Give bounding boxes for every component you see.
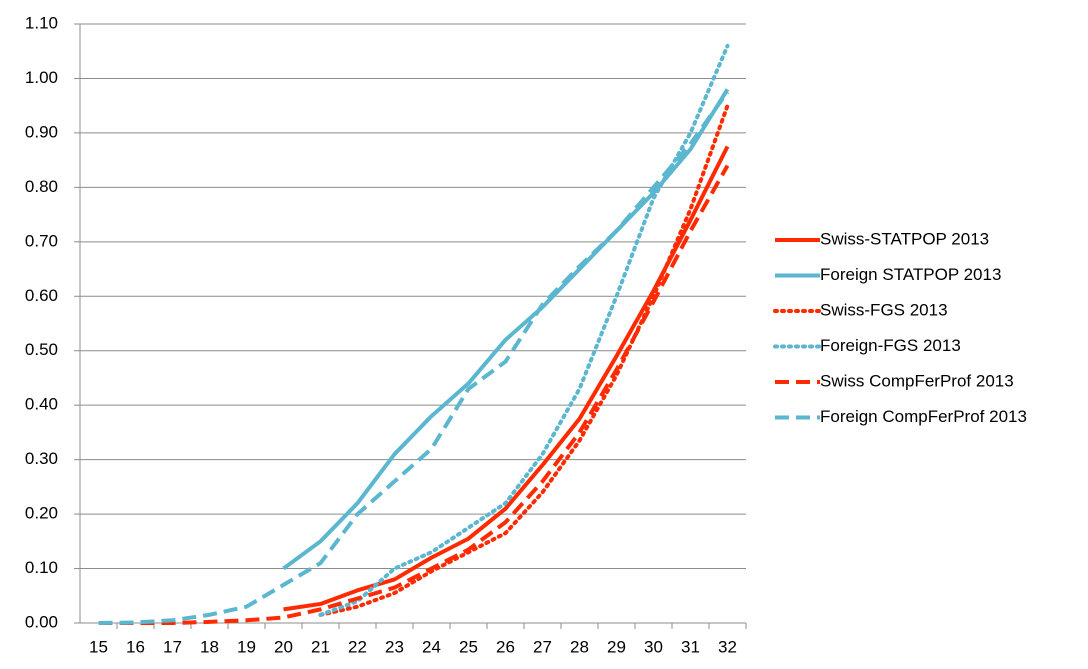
series-line bbox=[318, 103, 730, 617]
x-tick-label: 26 bbox=[496, 637, 515, 656]
y-tick-label: 1.00 bbox=[25, 68, 58, 87]
y-tick-label: 0.30 bbox=[25, 449, 58, 468]
series-line bbox=[283, 145, 730, 612]
x-tick-label: 19 bbox=[237, 637, 256, 656]
legend-label: Foreign CompFerProf 2013 bbox=[820, 407, 1027, 426]
legend-label: Swiss-FGS 2013 bbox=[820, 300, 948, 319]
legend-label: Foreign-FGS 2013 bbox=[820, 336, 961, 355]
y-tick-label: 0.90 bbox=[25, 122, 58, 141]
x-tick-label: 25 bbox=[459, 637, 478, 656]
x-tick-label: 18 bbox=[200, 637, 219, 656]
x-tick-label: 16 bbox=[126, 637, 145, 656]
x-tick-label: 24 bbox=[422, 637, 441, 656]
x-tick-label: 27 bbox=[533, 637, 552, 656]
x-tick-label: 30 bbox=[644, 637, 663, 656]
x-tick-label: 28 bbox=[570, 637, 589, 656]
x-tick-label: 17 bbox=[163, 637, 182, 656]
y-tick-label: 0.40 bbox=[25, 395, 58, 414]
y-tick-label: 0.00 bbox=[25, 612, 58, 631]
x-tick-label: 20 bbox=[274, 637, 293, 656]
y-tick-label: 0.50 bbox=[25, 340, 58, 359]
x-tick-label: 32 bbox=[718, 637, 737, 656]
legend-label: Foreign STATPOP 2013 bbox=[820, 265, 1001, 284]
legend-label: Swiss CompFerProf 2013 bbox=[820, 371, 1014, 390]
x-tick-label: 29 bbox=[607, 637, 626, 656]
y-tick-label: 1.10 bbox=[25, 13, 58, 32]
y-tick-label: 0.70 bbox=[25, 231, 58, 250]
x-tick-label: 31 bbox=[681, 637, 700, 656]
series-line bbox=[98, 90, 730, 625]
y-tick-label: 0.60 bbox=[25, 286, 58, 305]
series-line bbox=[282, 88, 730, 571]
x-tick-label: 21 bbox=[311, 637, 330, 656]
y-tick-label: 0.20 bbox=[25, 504, 58, 523]
y-tick-label: 0.80 bbox=[25, 177, 58, 196]
series-line bbox=[318, 43, 730, 617]
x-tick-label: 15 bbox=[89, 637, 108, 656]
y-tick-label: 0.10 bbox=[25, 558, 58, 577]
series-line bbox=[98, 164, 730, 625]
legend-label: Swiss-STATPOP 2013 bbox=[820, 229, 989, 248]
x-tick-label: 22 bbox=[348, 637, 367, 656]
x-tick-label: 23 bbox=[385, 637, 404, 656]
